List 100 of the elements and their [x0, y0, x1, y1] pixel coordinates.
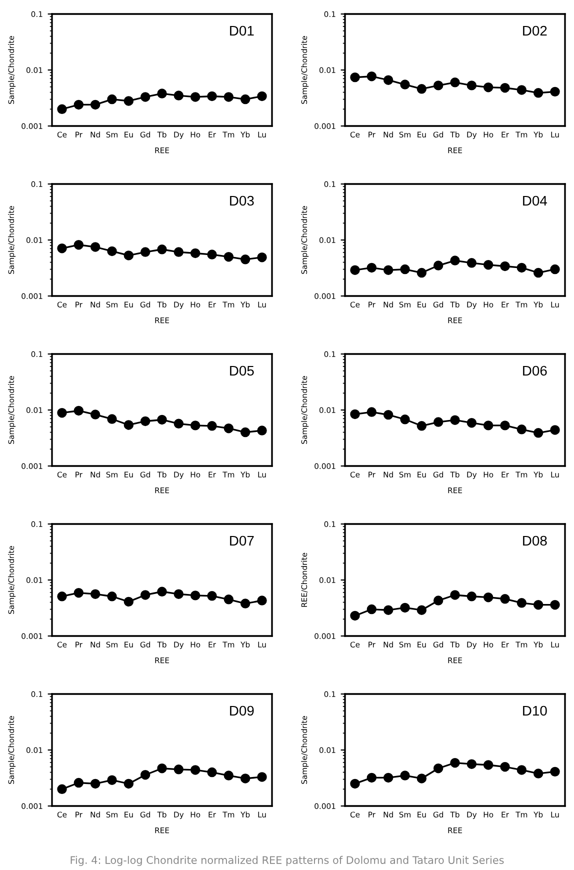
point — [140, 92, 150, 102]
point — [500, 82, 510, 93]
point — [107, 246, 117, 256]
point — [157, 88, 167, 98]
point — [140, 247, 150, 257]
point — [74, 406, 84, 416]
point — [224, 92, 234, 102]
point — [383, 772, 394, 783]
point — [533, 768, 544, 778]
point — [550, 264, 560, 274]
point — [450, 256, 460, 266]
point — [257, 426, 267, 436]
point — [207, 591, 217, 601]
point — [483, 760, 494, 770]
point — [190, 765, 200, 775]
point — [157, 414, 167, 425]
point — [550, 86, 560, 97]
point — [157, 244, 167, 254]
point — [140, 770, 150, 780]
point — [190, 590, 200, 600]
text: D04 — [523, 196, 547, 206]
point — [57, 243, 67, 254]
point — [74, 100, 84, 110]
point — [550, 600, 560, 610]
point — [90, 242, 100, 252]
point — [383, 605, 394, 615]
point — [90, 778, 100, 789]
point — [450, 415, 460, 425]
point — [450, 78, 460, 88]
point — [500, 762, 510, 772]
point — [74, 778, 84, 788]
point — [124, 420, 134, 430]
point — [157, 586, 167, 596]
point — [74, 240, 84, 250]
point — [450, 758, 460, 768]
point — [433, 596, 444, 606]
point — [533, 268, 544, 278]
point — [240, 254, 250, 264]
point — [383, 410, 394, 420]
text: D07 — [230, 536, 254, 546]
point — [483, 82, 494, 92]
point — [124, 250, 134, 260]
point — [383, 75, 394, 85]
point — [207, 767, 217, 778]
point — [157, 764, 167, 774]
point — [400, 414, 410, 424]
point — [207, 91, 217, 102]
point — [400, 770, 410, 780]
point — [224, 594, 234, 604]
point — [533, 88, 544, 98]
point — [90, 410, 100, 420]
point — [140, 590, 150, 600]
text: D10 — [523, 706, 547, 716]
point — [124, 596, 134, 607]
caption: Fig. 4: Log-log Chondrite normalized REE patterns of Dolomu and Tataro Unit Series — [70, 856, 504, 866]
point — [416, 421, 427, 431]
point — [466, 418, 477, 428]
text: D05 — [230, 366, 254, 376]
point — [366, 604, 377, 614]
point — [240, 94, 250, 104]
point — [174, 418, 184, 429]
point — [416, 268, 427, 278]
point — [57, 784, 67, 794]
point — [550, 425, 560, 435]
point — [190, 248, 200, 258]
point — [57, 592, 67, 602]
point — [174, 764, 184, 774]
point — [466, 759, 477, 769]
point — [174, 247, 184, 257]
point — [366, 772, 377, 783]
point — [366, 407, 377, 417]
text: D09 — [230, 706, 254, 716]
point — [433, 417, 444, 427]
point — [257, 91, 267, 102]
point — [240, 774, 250, 784]
point — [416, 605, 427, 615]
point — [516, 85, 527, 95]
point — [383, 265, 394, 275]
point — [224, 424, 234, 434]
point — [57, 408, 67, 418]
point — [240, 427, 250, 438]
point — [516, 424, 527, 434]
point — [224, 770, 234, 780]
point — [400, 264, 410, 274]
point — [366, 262, 377, 273]
point — [466, 592, 477, 602]
point — [350, 778, 360, 789]
point — [533, 428, 544, 438]
point — [500, 261, 510, 272]
text: D01 — [230, 26, 254, 36]
text: D06 — [523, 366, 547, 376]
point — [483, 260, 494, 270]
point — [416, 84, 427, 94]
text: D02 — [523, 26, 547, 36]
point — [140, 416, 150, 426]
point — [350, 409, 360, 420]
point — [107, 592, 117, 602]
point — [416, 774, 427, 784]
point — [483, 592, 494, 602]
point — [433, 260, 444, 270]
